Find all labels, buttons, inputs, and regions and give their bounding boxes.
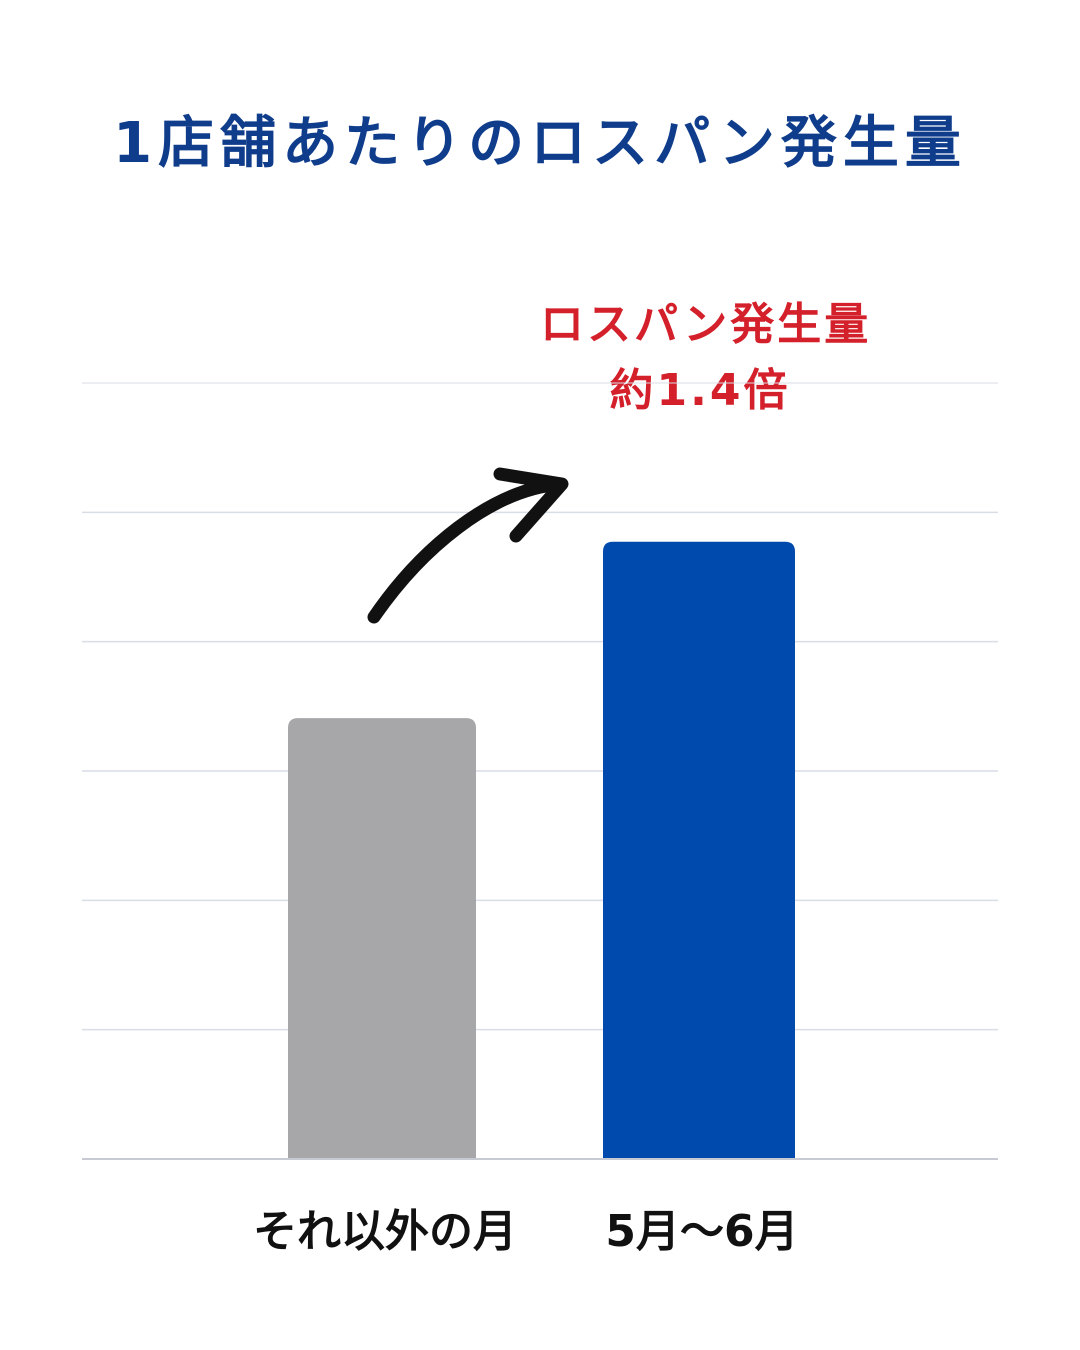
x-tick-labels: それ以外の月 5月～6月	[253, 1206, 799, 1257]
chart-title: 1店舗あたりのロスパン発生量	[113, 111, 967, 176]
bars	[288, 541, 795, 1159]
bar-2	[603, 541, 795, 1159]
increase-arrow	[367, 467, 569, 624]
gridlines	[82, 382, 998, 1031]
arrow-head	[493, 467, 569, 543]
arrow-shaft	[367, 477, 567, 624]
x-tick-label: 5月～6月	[605, 1206, 798, 1257]
annotation-line-1: ロスパン発生量	[540, 299, 872, 350]
ratio-annotation: ロスパン発生量 約1.4倍	[540, 292, 872, 424]
bar-1	[288, 718, 476, 1159]
annotation-line-2: 約1.4倍	[609, 365, 791, 416]
x-tick-label: それ以外の月	[253, 1206, 517, 1257]
